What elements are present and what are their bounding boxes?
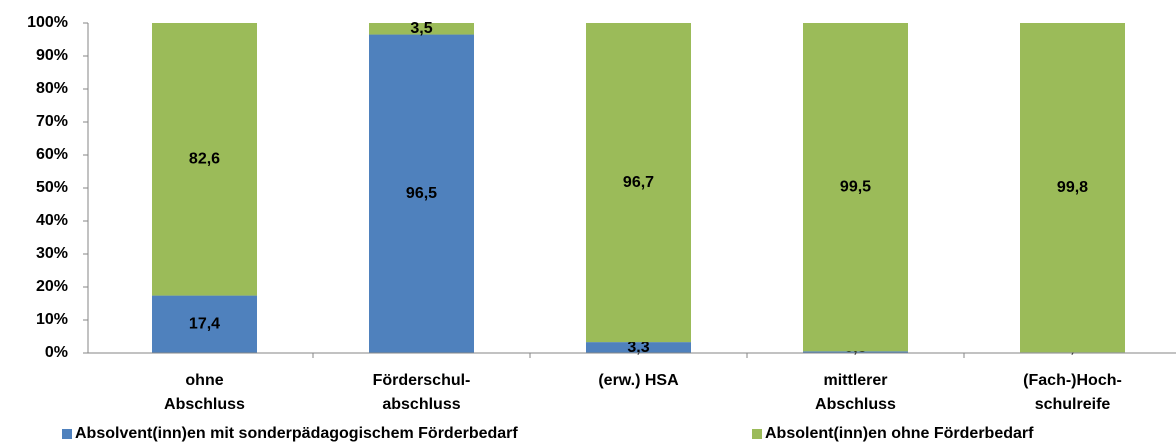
bar-segment bbox=[1020, 23, 1125, 353]
y-tick-label: 20% bbox=[36, 278, 68, 295]
x-tick-label: (erw.) HSA bbox=[598, 372, 679, 389]
y-tick-label: 50% bbox=[36, 179, 68, 196]
x-tick-label: (Fach-)Hoch- bbox=[1023, 372, 1122, 389]
value-label: 99,5 bbox=[840, 178, 871, 195]
y-tick-label: 90% bbox=[36, 47, 68, 64]
y-tick-label: 70% bbox=[36, 113, 68, 130]
bar-segment bbox=[152, 23, 257, 296]
value-label: 99,8 bbox=[1057, 179, 1088, 196]
bar-segment bbox=[369, 34, 474, 354]
y-tick-label: 100% bbox=[27, 14, 68, 31]
value-label: 96,7 bbox=[623, 174, 654, 191]
legend-swatch bbox=[752, 429, 762, 439]
y-tick-label: 30% bbox=[36, 245, 68, 262]
value-label: 96,5 bbox=[406, 185, 437, 202]
x-tick-label: schulreife bbox=[1035, 396, 1111, 413]
bar-segment bbox=[152, 295, 257, 353]
legend-swatch bbox=[62, 429, 72, 439]
bar-segment bbox=[586, 23, 691, 343]
y-tick-label: 60% bbox=[36, 146, 68, 163]
value-label: 17,4 bbox=[189, 316, 220, 333]
bar-segment bbox=[369, 23, 474, 35]
y-tick-label: 80% bbox=[36, 80, 68, 97]
y-tick-label: 10% bbox=[36, 311, 68, 328]
legend-label: Absolvent(inn)en mit sonderpädagogischem… bbox=[75, 425, 518, 442]
y-tick-label: 40% bbox=[36, 212, 68, 229]
y-tick-label: 0% bbox=[45, 344, 68, 361]
x-tick-label: mittlerer bbox=[823, 372, 887, 389]
value-label: 3,3 bbox=[627, 339, 649, 356]
value-label: 3,5 bbox=[410, 20, 432, 37]
bar-segment bbox=[803, 23, 908, 352]
bar-segment bbox=[803, 351, 908, 353]
x-tick-label: Abschluss bbox=[164, 396, 245, 413]
x-tick-label: abschluss bbox=[382, 396, 460, 413]
x-tick-label: ohne bbox=[185, 372, 223, 389]
value-label: 82,6 bbox=[189, 151, 220, 168]
x-tick-label: Abschluss bbox=[815, 396, 896, 413]
legend-label: Absolent(inn)en ohne Förderbedarf bbox=[765, 425, 1034, 442]
x-tick-label: Förderschul- bbox=[373, 372, 471, 389]
bar-segment bbox=[586, 342, 691, 353]
